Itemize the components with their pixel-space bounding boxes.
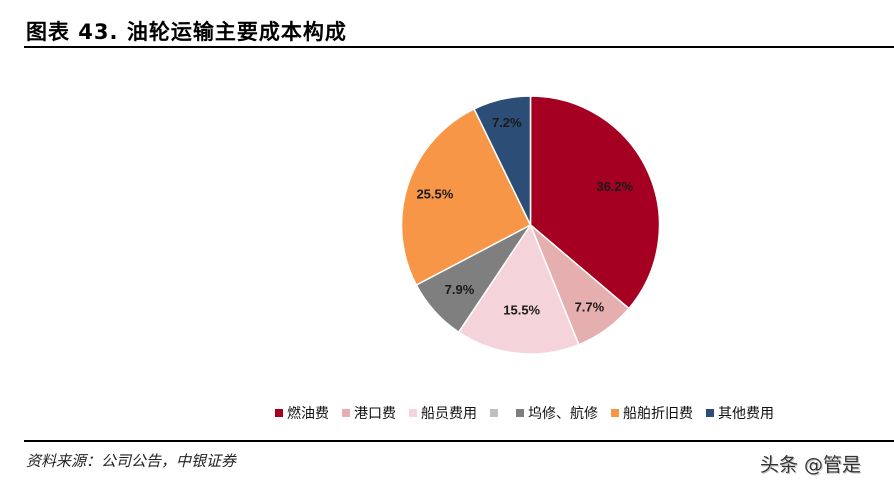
legend-label: 港口费: [354, 406, 396, 422]
title-divider: [24, 46, 894, 48]
legend-label: 船舶折旧费: [623, 406, 693, 422]
legend-item-port: 港口费: [342, 403, 396, 423]
legend-item-empty: [490, 409, 502, 417]
legend-swatch-repair: [516, 409, 524, 417]
legend-swatch-depreciation: [611, 409, 619, 417]
legend-item-crew: 船员费用: [409, 403, 477, 423]
legend-item-fuel: 燃油费: [275, 403, 329, 423]
slice-label: 25.5%: [416, 187, 453, 202]
legend-label: 其他费用: [718, 406, 774, 422]
pie-chart: 36.2% 7.7% 15.5% 7.9% 25.5% 7.2%: [400, 95, 661, 355]
slice-label: 7.9%: [445, 282, 475, 297]
slice-label: 7.2%: [492, 115, 522, 130]
pie-slices: [400, 95, 661, 355]
legend-swatch-fuel: [275, 409, 283, 417]
footer-divider: [24, 440, 894, 442]
slice-label: 7.7%: [575, 300, 605, 315]
chart-title: 图表 43. 油轮运输主要成本构成: [26, 20, 347, 44]
pie-slice: [400, 107, 532, 287]
legend-item-other: 其他费用: [706, 403, 774, 423]
legend-label: 船员费用: [421, 406, 477, 422]
legend-label: 坞修、航修: [528, 406, 598, 422]
legend-swatch-other: [706, 409, 714, 417]
pie-labels: 36.2% 7.7% 15.5% 7.9% 25.5% 7.2%: [416, 115, 633, 318]
legend-swatch-empty: [490, 409, 498, 417]
source-note: 资料来源：公司公告，中银证券: [26, 452, 237, 470]
watermark: 头条 @管是: [760, 454, 862, 476]
slice-label: 36.2%: [596, 179, 633, 194]
legend-item-depreciation: 船舶折旧费: [611, 403, 693, 423]
pie-slice: [473, 95, 532, 226]
slice-label: 15.5%: [503, 303, 540, 318]
legend-label: 燃油费: [287, 406, 329, 422]
pie-slice: [457, 223, 580, 355]
legend-item-repair: 坞修、航修: [516, 403, 598, 423]
legend-swatch-crew: [409, 409, 417, 417]
pie-slice: [529, 95, 661, 310]
chart-legend: 燃油费 港口费 船员费用 坞修、航修 船舶折旧费 其他费用: [275, 403, 787, 423]
legend-swatch-port: [342, 409, 350, 417]
